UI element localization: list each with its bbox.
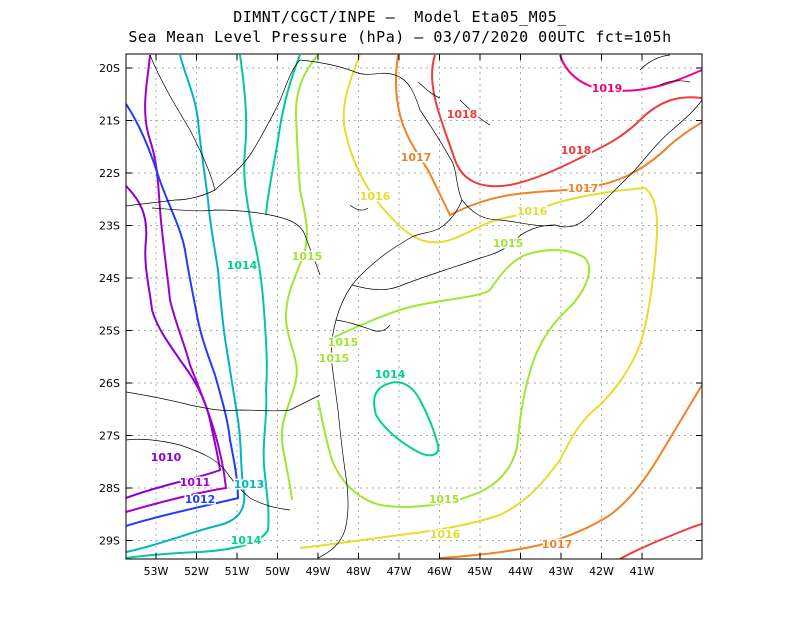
contour-label-1018: 1018 xyxy=(561,144,592,157)
lon-tick-label: 44W xyxy=(508,565,533,578)
lat-tick-label: 25S xyxy=(99,325,120,338)
isobar-1016 xyxy=(299,54,659,549)
isobar-1014-low xyxy=(373,381,440,457)
isobar-1014-coast xyxy=(265,54,301,216)
lon-tick-label: 50W xyxy=(265,565,290,578)
lon-tick-label: 45W xyxy=(468,565,493,578)
contour-label-1016: 1016 xyxy=(430,528,461,541)
map-frame xyxy=(125,53,703,560)
lat-tick-label: 24S xyxy=(99,272,120,285)
contour-label-1010: 1010 xyxy=(151,451,182,464)
lon-tick-label: 49W xyxy=(306,565,331,578)
contour-label-1015: 1015 xyxy=(328,336,359,349)
contour-label-1015: 1015 xyxy=(319,352,350,365)
contour-label-1018: 1018 xyxy=(447,108,478,121)
map-title-line2: Sea Mean Level Pressure (hPa) – 03/07/20… xyxy=(128,28,672,46)
coastline-and-borders xyxy=(126,54,702,559)
lon-tick-label: 53W xyxy=(144,565,169,578)
isobar-1015-west xyxy=(280,54,319,501)
contour-label-1015: 1015 xyxy=(429,493,460,506)
isobar-1017 xyxy=(394,54,702,559)
lon-tick-label: 52W xyxy=(184,565,209,578)
lon-tick-label: 48W xyxy=(346,565,371,578)
contour-label-1017: 1017 xyxy=(401,151,432,164)
contour-label-1012: 1012 xyxy=(185,493,216,506)
contour-label-1017: 1017 xyxy=(542,538,573,551)
lon-tick-label: 43W xyxy=(549,565,574,578)
lat-tick-label: 26S xyxy=(99,377,120,390)
lat-tick-label: 29S xyxy=(99,535,120,548)
isobar-1011 xyxy=(126,54,228,513)
lat-tick-label: 27S xyxy=(99,430,120,443)
contour-label-1014: 1014 xyxy=(375,368,406,381)
isobar-1014-west xyxy=(126,54,270,559)
isobar-1018 xyxy=(431,54,702,559)
contour-label-1016: 1016 xyxy=(517,205,548,218)
contour-label-1011: 1011 xyxy=(180,476,211,489)
contour-label-1015: 1015 xyxy=(493,237,524,250)
lon-tick-label: 47W xyxy=(387,565,412,578)
isobar-1012 xyxy=(126,103,240,527)
isobar-1019 xyxy=(559,54,702,92)
contour-labels: 1010 1011 1012 1013 1014 1014 1014 1015 1015 1015… xyxy=(149,81,624,553)
contour-label-1017: 1017 xyxy=(568,182,599,195)
contour-label-1015: 1015 xyxy=(292,250,323,263)
contour-label-1016: 1016 xyxy=(360,190,391,203)
lat-tick-label: 23S xyxy=(99,220,120,233)
contour-label-1019: 1019 xyxy=(592,82,623,95)
isobar-1013 xyxy=(126,54,246,553)
contour-label-1013: 1013 xyxy=(234,478,265,491)
lat-tick-label: 21S xyxy=(99,115,120,128)
lat-tick-label: 28S xyxy=(99,482,120,495)
contour-label-1014: 1014 xyxy=(227,259,258,272)
lat-tick-label: 22S xyxy=(99,167,120,180)
lat-tick-label: 20S xyxy=(99,62,120,75)
lon-tick-label: 41W xyxy=(630,565,655,578)
map-title-line1: DIMNT/CGCT/INPE – Model Eta05_M05_ xyxy=(233,8,567,26)
contour-label-1014: 1014 xyxy=(231,534,262,547)
isobar-1015-east xyxy=(317,249,591,508)
lon-tick-label: 51W xyxy=(225,565,250,578)
axis-ticks: 53W 52W 51W 50W 49W 48W 47W 46W 45W 44W 43W 42W 41W 2… xyxy=(99,54,702,578)
isobar-1010 xyxy=(126,185,222,499)
lon-tick-label: 46W xyxy=(427,565,452,578)
lon-tick-label: 42W xyxy=(589,565,614,578)
